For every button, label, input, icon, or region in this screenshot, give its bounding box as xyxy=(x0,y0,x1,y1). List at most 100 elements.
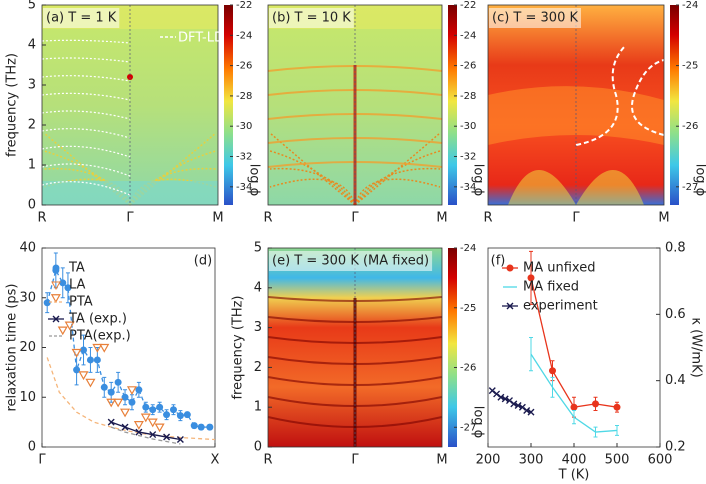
series-line xyxy=(110,426,181,445)
cold-arch xyxy=(508,170,576,205)
x-tick-label: R xyxy=(263,453,272,468)
dft-ld-curve xyxy=(41,181,131,196)
data-point xyxy=(93,356,101,364)
data-point xyxy=(190,422,198,430)
data-point xyxy=(501,395,509,403)
y-tick-label: 0 xyxy=(254,440,262,455)
legend-label: TA (exp.) xyxy=(68,312,127,327)
y2-tick-label: 0.8 xyxy=(665,241,686,256)
data-point xyxy=(527,274,535,282)
legend-label: experiment xyxy=(523,299,598,314)
cold-arch xyxy=(576,170,644,205)
dft-ld-curve xyxy=(41,128,131,139)
dft-ld-curve xyxy=(41,110,131,120)
x-tick-label: Γ xyxy=(351,211,359,226)
hot-feature xyxy=(488,86,664,145)
data-point xyxy=(142,403,150,411)
y-axis-label: frequency (THz) xyxy=(5,53,20,157)
series-line xyxy=(110,421,181,441)
y-tick-label: 0 xyxy=(28,440,36,455)
colorbar-tick-label: -26 xyxy=(682,121,698,132)
data-point xyxy=(92,343,103,353)
colorbar-tick-label: -34 xyxy=(236,182,252,193)
data-point xyxy=(86,356,94,364)
data-point xyxy=(113,398,124,408)
colorbar-tick-label: -22 xyxy=(460,0,476,11)
data-point xyxy=(107,418,115,426)
data-point xyxy=(549,367,556,375)
y-tick-label: 1 xyxy=(28,158,36,173)
legend-label: MA unfixed xyxy=(523,261,595,276)
y-tick-label: 5 xyxy=(28,0,36,13)
panel-title: (a) T = 1 K xyxy=(46,11,117,26)
plot-frame xyxy=(487,4,665,206)
colorbar-tick-label: -26 xyxy=(236,61,252,72)
data-point xyxy=(57,326,68,336)
x-tick-label: Γ xyxy=(126,211,134,226)
data-point xyxy=(59,279,67,287)
colorbar-tick-label: -24 xyxy=(460,243,476,254)
legend-label: MA fixed xyxy=(523,280,579,295)
colorbar-tick-label: -28 xyxy=(236,91,252,102)
data-point xyxy=(154,423,165,433)
error-bar xyxy=(550,376,555,398)
x-tick-label: X xyxy=(211,453,220,468)
x-tick-label: 400 xyxy=(562,453,587,468)
x-tick-label: Γ xyxy=(38,453,46,468)
x-tick-label: M xyxy=(658,211,669,226)
colorbar-tick-label: -25 xyxy=(460,303,476,314)
data-point xyxy=(133,421,144,430)
colorbar-label: log ϕ xyxy=(471,164,486,197)
data-point xyxy=(497,393,505,401)
x-tick-label: 500 xyxy=(605,453,630,468)
error-bar xyxy=(615,424,619,436)
dft-ld-curve xyxy=(41,163,131,177)
colorbar-tick-label: -32 xyxy=(460,152,476,163)
x-tick-label: M xyxy=(436,211,447,226)
error-bar xyxy=(529,337,533,372)
legend-key xyxy=(51,281,61,291)
colorbar-label: log ϕ xyxy=(247,164,262,197)
data-point xyxy=(570,403,578,411)
y2-tick-label: 0.2 xyxy=(665,440,686,455)
data-point xyxy=(149,406,157,414)
legend-label: PTA xyxy=(69,295,93,310)
colorbar-tick-label: -32 xyxy=(236,152,252,163)
data-point xyxy=(120,408,131,418)
colorbar xyxy=(224,5,233,205)
legend-label: LA xyxy=(69,278,86,293)
panel-title: (c) T = 300 K xyxy=(492,11,578,26)
data-point xyxy=(85,378,96,388)
y-axis-label: relaxation time (ps) xyxy=(5,283,20,411)
x-tick-label: Γ xyxy=(572,211,580,226)
dft-ld-curve xyxy=(41,39,131,44)
data-point xyxy=(64,321,75,331)
colorbar-tick-label: -26 xyxy=(460,61,476,72)
colorbar-tick-label: -26 xyxy=(460,363,476,374)
title-box xyxy=(43,8,120,28)
series-line xyxy=(46,268,210,428)
data-point xyxy=(169,406,177,414)
x-tick-label: 200 xyxy=(476,453,501,468)
dft-ld-curve xyxy=(41,57,131,63)
data-point xyxy=(107,388,115,396)
y-tick-label: 4 xyxy=(28,38,36,53)
data-point xyxy=(176,412,184,420)
data-point xyxy=(71,348,82,358)
panel-label: (f) xyxy=(491,254,506,269)
data-point xyxy=(140,413,151,423)
colorbar-tick-label: -22 xyxy=(236,0,252,11)
dispersion-branch xyxy=(43,150,131,206)
series-line xyxy=(530,277,618,408)
legend-key xyxy=(52,264,60,272)
colorbar xyxy=(448,248,457,447)
legend-key xyxy=(52,315,60,323)
x-tick-label: M xyxy=(212,211,223,226)
panel-title: (e) T = 300 K (MA fixed) xyxy=(272,254,429,269)
y2-tick-label: 0.6 xyxy=(665,307,686,322)
data-point xyxy=(78,371,89,381)
title-box xyxy=(269,251,433,271)
colorbar xyxy=(448,5,457,205)
data-point xyxy=(121,423,129,431)
y-tick-label: 1 xyxy=(254,400,262,415)
